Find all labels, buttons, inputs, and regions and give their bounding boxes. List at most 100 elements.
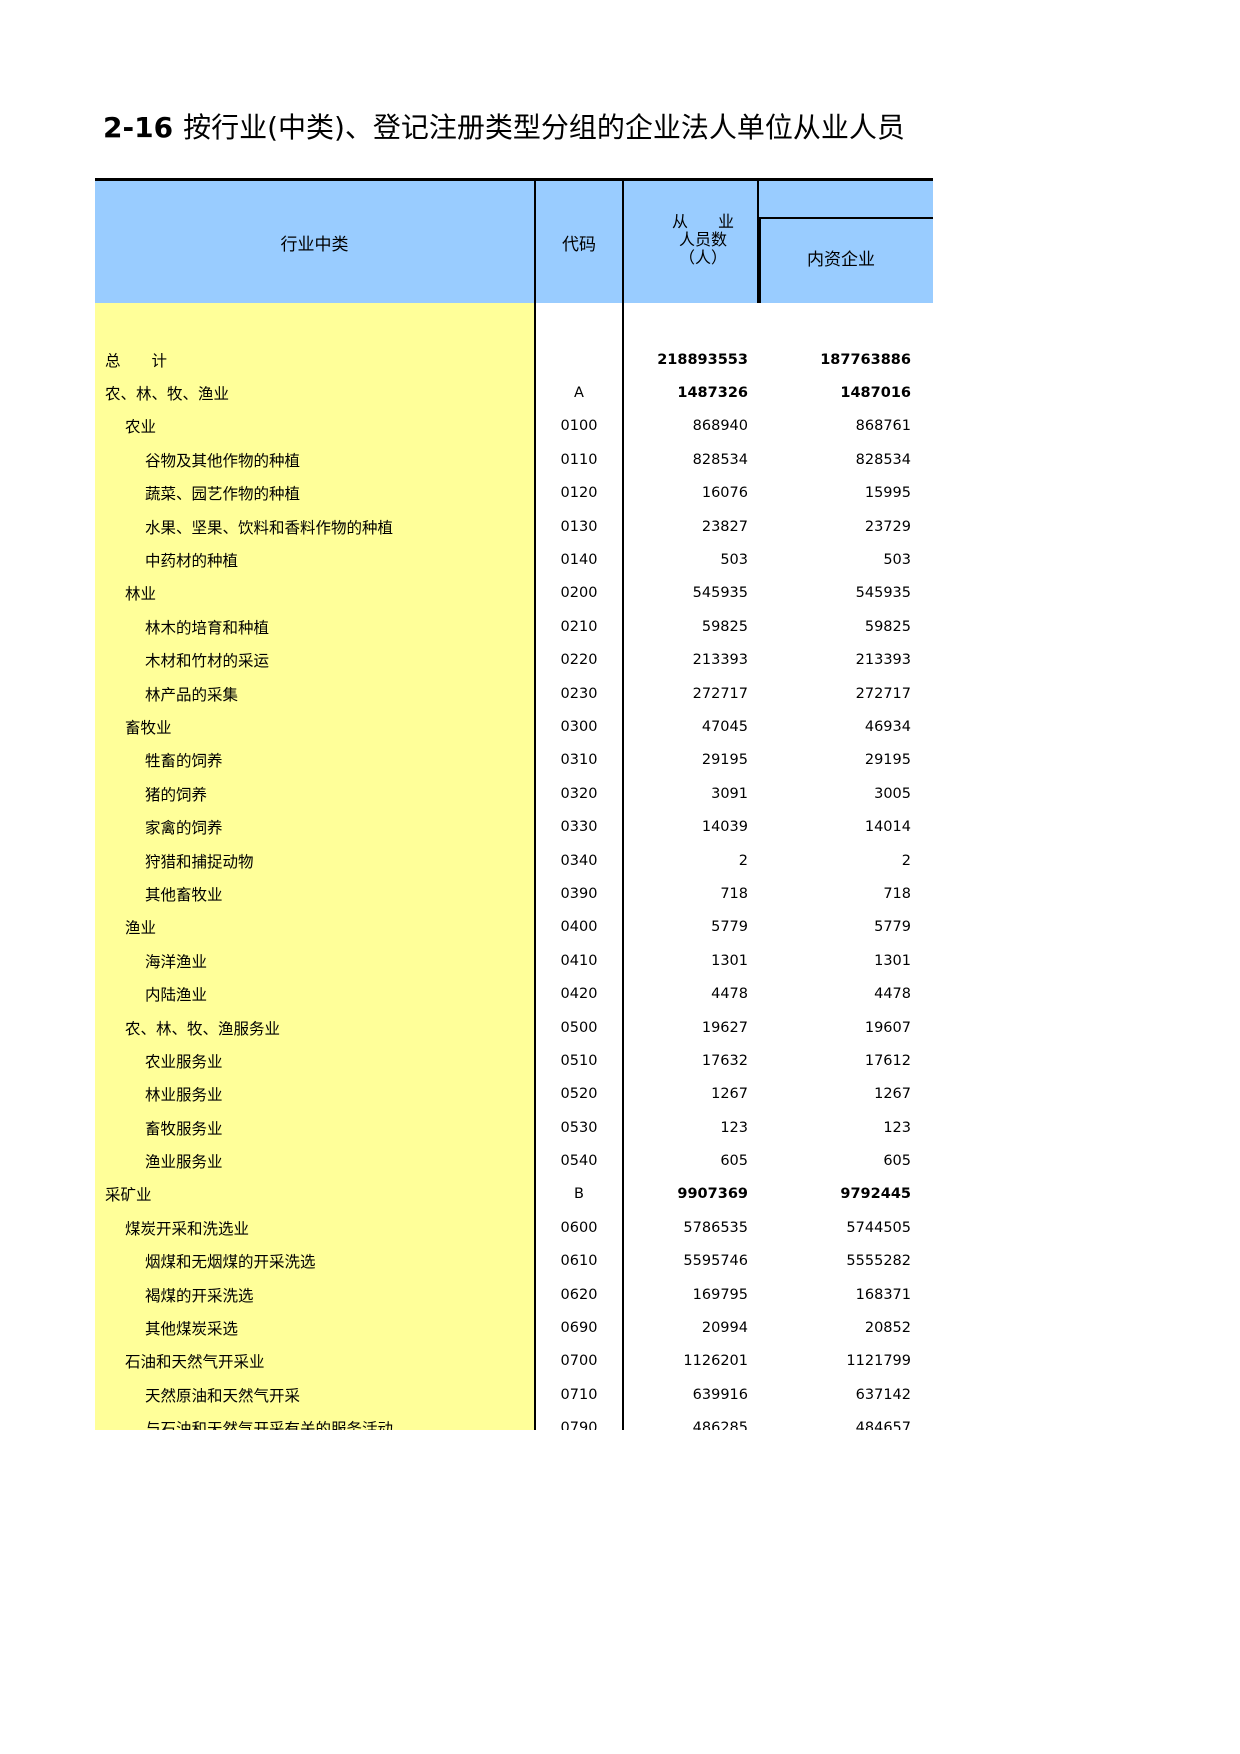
row-domestic-enterprises: 1267 bbox=[758, 1077, 918, 1111]
table-row: 谷物及其他作物的种植 0110 828534 828534 bbox=[95, 443, 933, 477]
table-row: 木材和竹材的采运 0220 213393 213393 bbox=[95, 643, 933, 677]
row-industry-label: 木材和竹材的采运 bbox=[145, 652, 270, 671]
row-code: 0330 bbox=[535, 810, 624, 844]
row-industry-name: 林产品的采集 bbox=[95, 676, 536, 711]
row-industry-label: 家禽的饲养 bbox=[145, 819, 223, 838]
row-overflow-cell bbox=[918, 810, 933, 844]
row-code: 0340 bbox=[535, 843, 624, 878]
table-row: 烟煤和无烟煤的开采洗选 0610 5595746 5555282 bbox=[95, 1244, 933, 1278]
row-industry-label: 农业服务业 bbox=[145, 1052, 223, 1071]
row-code: 0110 bbox=[535, 443, 624, 477]
table-row: 农、林、牧、渔服务业 0500 19627 19607 bbox=[95, 1010, 933, 1045]
statistics-table: 行业中类 代码 从 业 人员数 （人） 内资企业 bbox=[95, 178, 933, 1430]
row-total-employees: 123 bbox=[623, 1110, 758, 1145]
row-overflow-cell bbox=[918, 1211, 933, 1245]
row-total-employees: 272717 bbox=[623, 676, 758, 711]
row-total-employees: 47045 bbox=[623, 710, 758, 744]
row-code: 0210 bbox=[535, 610, 624, 644]
table-row: 采矿业 B 9907369 9792445 bbox=[95, 1177, 933, 1212]
row-industry-label: 其他煤炭采选 bbox=[145, 1320, 239, 1339]
row-total-employees: 19627 bbox=[623, 1010, 758, 1045]
row-industry-label: 内陆渔业 bbox=[145, 986, 208, 1005]
table-row: 水果、坚果、饮料和香料作物的种植 0130 23827 23729 bbox=[95, 509, 933, 544]
row-total-employees: 486285 bbox=[623, 1411, 758, 1430]
row-overflow-cell bbox=[918, 877, 933, 911]
row-code: 0130 bbox=[535, 509, 624, 544]
row-industry-name: 渔业服务业 bbox=[95, 1144, 536, 1178]
row-overflow-cell bbox=[918, 610, 933, 644]
row-total-employees: 4478 bbox=[623, 977, 758, 1011]
row-overflow-cell bbox=[918, 1311, 933, 1345]
row-code: 0500 bbox=[535, 1010, 624, 1045]
row-industry-name: 海洋渔业 bbox=[95, 944, 536, 978]
row-industry-name: 蔬菜、园艺作物的种植 bbox=[95, 476, 536, 510]
table-row: 畜牧服务业 0530 123 123 bbox=[95, 1110, 933, 1145]
row-overflow-cell bbox=[918, 777, 933, 811]
row-code: 0620 bbox=[535, 1277, 624, 1312]
row-total-employees: 5779 bbox=[623, 910, 758, 945]
row-industry-name: 水果、坚果、饮料和香料作物的种植 bbox=[95, 509, 536, 544]
row-overflow-cell bbox=[918, 1277, 933, 1312]
spacer-code-cell bbox=[535, 303, 624, 343]
row-total-employees: 213393 bbox=[623, 643, 758, 677]
row-industry-label: 畜牧服务业 bbox=[145, 1119, 223, 1138]
row-overflow-cell bbox=[918, 576, 933, 611]
row-domestic-enterprises: 718 bbox=[758, 877, 918, 911]
row-overflow-cell bbox=[918, 643, 933, 677]
row-industry-label: 石油和天然气开采业 bbox=[125, 1353, 265, 1372]
row-code: 0790 bbox=[535, 1411, 624, 1430]
row-industry-label: 水果、坚果、饮料和香料作物的种植 bbox=[145, 518, 394, 537]
row-industry-label: 中药材的种植 bbox=[145, 552, 239, 571]
row-overflow-cell bbox=[918, 710, 933, 744]
table-row: 天然原油和天然气开采 0710 639916 637142 bbox=[95, 1378, 933, 1412]
row-domestic-enterprises: 9792445 bbox=[758, 1177, 918, 1212]
row-total-employees: 1126201 bbox=[623, 1344, 758, 1379]
row-domestic-enterprises: 5555282 bbox=[758, 1244, 918, 1278]
header-cell-domestic-enterprises: 内资企业 bbox=[758, 178, 933, 303]
table-row: 中药材的种植 0140 503 503 bbox=[95, 543, 933, 577]
table-row: 总 计 218893553 187763886 bbox=[95, 343, 933, 377]
row-code: 0100 bbox=[535, 409, 624, 444]
row-domestic-enterprises: 17612 bbox=[758, 1044, 918, 1078]
row-industry-name: 渔业 bbox=[95, 910, 536, 945]
row-domestic-enterprises: 168371 bbox=[758, 1277, 918, 1312]
row-overflow-cell bbox=[918, 1110, 933, 1145]
row-domestic-enterprises: 5779 bbox=[758, 910, 918, 945]
table-row: 石油和天然气开采业 0700 1126201 1121799 bbox=[95, 1344, 933, 1379]
row-total-employees: 59825 bbox=[623, 610, 758, 644]
row-industry-name: 牲畜的饲养 bbox=[95, 743, 536, 778]
table-title-text: 按行业(中类)、登记注册类型分组的企业法人单位从业人员 bbox=[183, 111, 905, 144]
header-label-code: 代码 bbox=[562, 234, 596, 255]
row-industry-label: 农、林、牧、渔业 bbox=[105, 385, 230, 404]
row-industry-label: 渔业 bbox=[125, 919, 157, 938]
row-industry-name: 猪的饲养 bbox=[95, 777, 536, 811]
row-industry-label: 总 计 bbox=[105, 351, 168, 370]
statistics-table-viewport: 行业中类 代码 从 业 人员数 （人） 内资企业 bbox=[95, 178, 933, 1430]
row-total-employees: 718 bbox=[623, 877, 758, 911]
header-cell-total-employees: 从 业 人员数 （人） bbox=[623, 178, 759, 303]
row-overflow-cell bbox=[918, 343, 933, 377]
row-industry-label: 煤炭开采和洗选业 bbox=[125, 1219, 250, 1238]
row-code: 0200 bbox=[535, 576, 624, 611]
table-spacer-row bbox=[95, 303, 933, 343]
page-title: 2-16 按行业(中类)、登记注册类型分组的企业法人单位从业人员 bbox=[103, 106, 1203, 146]
row-industry-label: 谷物及其他作物的种植 bbox=[145, 451, 301, 470]
row-code: 0230 bbox=[535, 676, 624, 711]
row-industry-name: 内陆渔业 bbox=[95, 977, 536, 1011]
row-total-employees: 828534 bbox=[623, 443, 758, 477]
row-industry-label: 烟煤和无烟煤的开采洗选 bbox=[145, 1253, 316, 1272]
row-overflow-cell bbox=[918, 1144, 933, 1178]
table-row: 林木的培育和种植 0210 59825 59825 bbox=[95, 610, 933, 644]
row-domestic-enterprises: 213393 bbox=[758, 643, 918, 677]
table-row: 农、林、牧、渔业 A 1487326 1487016 bbox=[95, 376, 933, 410]
row-industry-name: 狩猎和捕捉动物 bbox=[95, 843, 536, 878]
row-domestic-enterprises: 23729 bbox=[758, 509, 918, 544]
row-industry-label: 林产品的采集 bbox=[145, 685, 239, 704]
row-industry-name: 畜牧服务业 bbox=[95, 1110, 536, 1145]
row-overflow-cell bbox=[918, 1344, 933, 1379]
row-domestic-enterprises: 637142 bbox=[758, 1378, 918, 1412]
row-code: 0310 bbox=[535, 743, 624, 778]
row-overflow-cell bbox=[918, 543, 933, 577]
row-industry-label: 猪的饲养 bbox=[145, 785, 208, 804]
table-row: 农业服务业 0510 17632 17612 bbox=[95, 1044, 933, 1078]
